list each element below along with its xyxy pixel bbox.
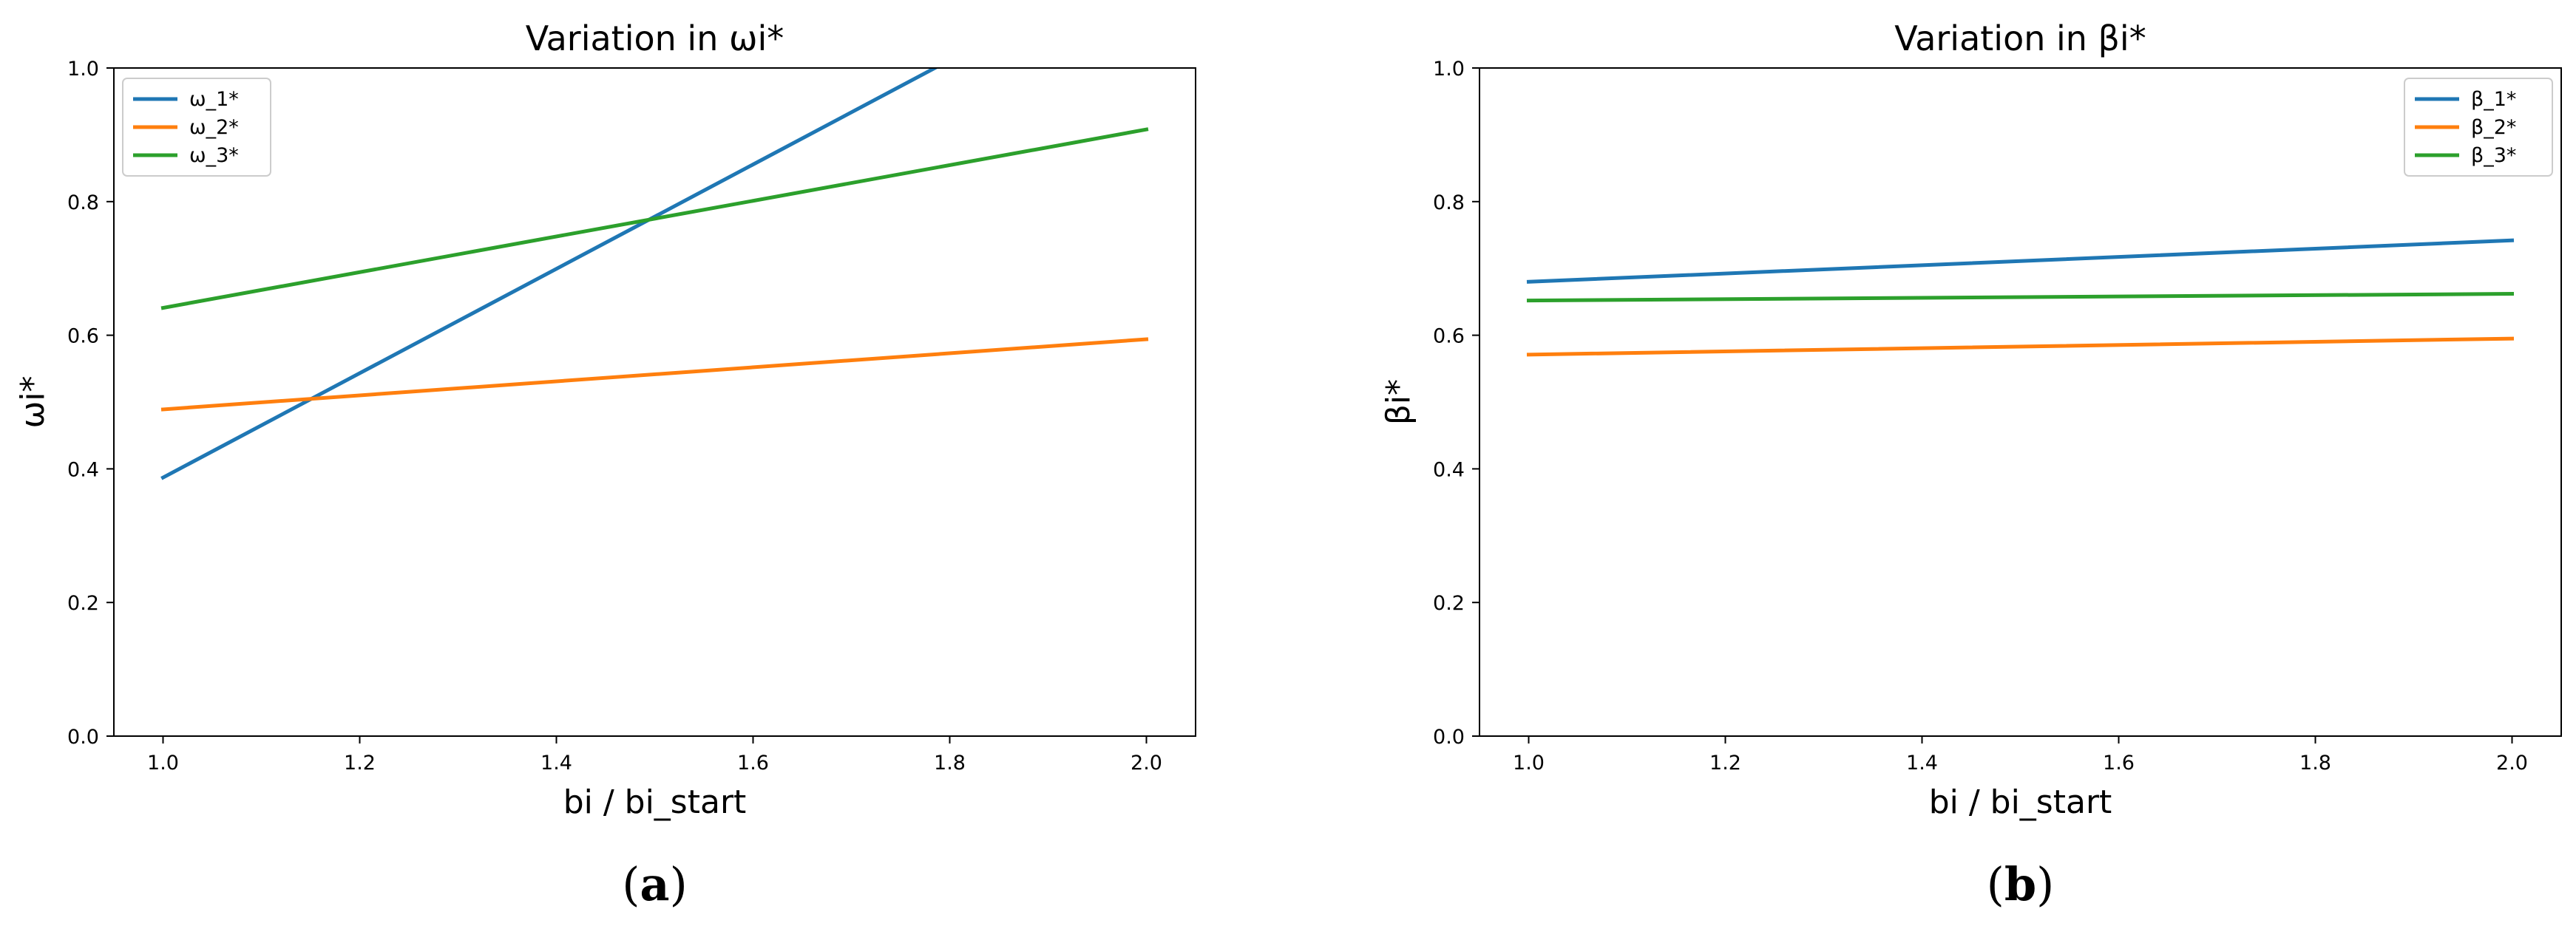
series-line-a-1	[160, 68, 939, 480]
panel-label-open: (	[1987, 857, 2004, 911]
y-tick-label: 0.0	[67, 726, 99, 749]
legend-a: ω_1* ω_2* ω_3*	[122, 78, 271, 177]
x-tick-label: 1.2	[1709, 752, 1741, 775]
plot-frame-a	[113, 67, 1196, 737]
panel-label-close: )	[2036, 857, 2054, 911]
plot-frame-b	[1479, 67, 2562, 737]
series-line-b-2	[1526, 336, 2515, 357]
x-tick-label: 1.2	[344, 752, 376, 775]
series-line-b-1	[1526, 238, 2515, 284]
y-tick-label: 0.4	[67, 458, 99, 481]
series-line-a-2	[160, 337, 1149, 412]
x-tick-label: 1.4	[540, 752, 572, 775]
series-line-b-3	[1526, 292, 2515, 303]
panel-label-close: )	[670, 857, 688, 911]
legend-box	[122, 78, 271, 177]
chart-panel-b: 1.0 1.2 1.4 1.6 1.8 2.0 0.0 0.2 0.4 0.6 0.8 1.0 Vari…	[1380, 18, 2562, 911]
legend-label: β_1*	[2471, 88, 2516, 111]
y-tick-label: 0.8	[67, 191, 99, 214]
x-tick-label: 1.6	[737, 752, 769, 775]
y-tick-label: 1.0	[1433, 58, 1465, 81]
x-tick-label: 1.6	[2103, 752, 2135, 775]
y-tick-label: 0.6	[1433, 325, 1465, 348]
y-tick-label: 0.8	[1433, 191, 1465, 214]
y-tick-label: 0.6	[67, 325, 99, 348]
y-axis-label-b: βi*	[1380, 379, 1417, 425]
chart-title-a: Variation in ωi*	[526, 18, 784, 58]
x-tick-label: 1.0	[147, 752, 179, 775]
legend-label: β_2*	[2471, 116, 2516, 139]
legend-box	[2404, 78, 2553, 177]
x-tick-label: 2.0	[1131, 752, 1162, 775]
x-axis-label-a: bi / bi_start	[563, 783, 747, 821]
y-tick-label: 0.0	[1433, 726, 1465, 749]
legend-label: β_3*	[2471, 144, 2516, 167]
panel-label-open: (	[622, 857, 640, 911]
panel-label-b: (b)	[1987, 857, 2055, 911]
chart-panel-a: 1.0 1.2 1.4 1.6 1.8 2.0 0.0 0.2 0.4 0.6 0.8 1.0 Vari…	[14, 18, 1196, 911]
x-tick-label: 1.0	[1513, 752, 1545, 775]
legend-label: ω_3*	[189, 144, 239, 167]
y-tick-label: 0.4	[1433, 458, 1465, 481]
legend-label: ω_1*	[189, 88, 239, 111]
y-tick-label: 0.2	[67, 592, 99, 615]
x-tick-label: 2.0	[2496, 752, 2528, 775]
chart-title-b: Variation in βi*	[1894, 18, 2146, 58]
panel-label-letter: b	[2004, 857, 2036, 911]
y-tick-label: 0.2	[1433, 592, 1465, 615]
x-tick-label: 1.8	[934, 752, 966, 775]
series-line-a-3	[160, 127, 1149, 310]
legend-b: β_1* β_2* β_3*	[2404, 78, 2553, 177]
x-tick-label: 1.4	[1906, 752, 1938, 775]
x-axis-label-b: bi / bi_start	[1929, 783, 2112, 821]
y-tick-label: 1.0	[67, 58, 99, 81]
panel-label-a: (a)	[622, 857, 688, 911]
legend-label: ω_2*	[189, 116, 239, 139]
y-axis-label-a: ωi*	[14, 375, 52, 428]
panel-label-letter: a	[640, 857, 669, 911]
x-tick-label: 1.8	[2299, 752, 2331, 775]
